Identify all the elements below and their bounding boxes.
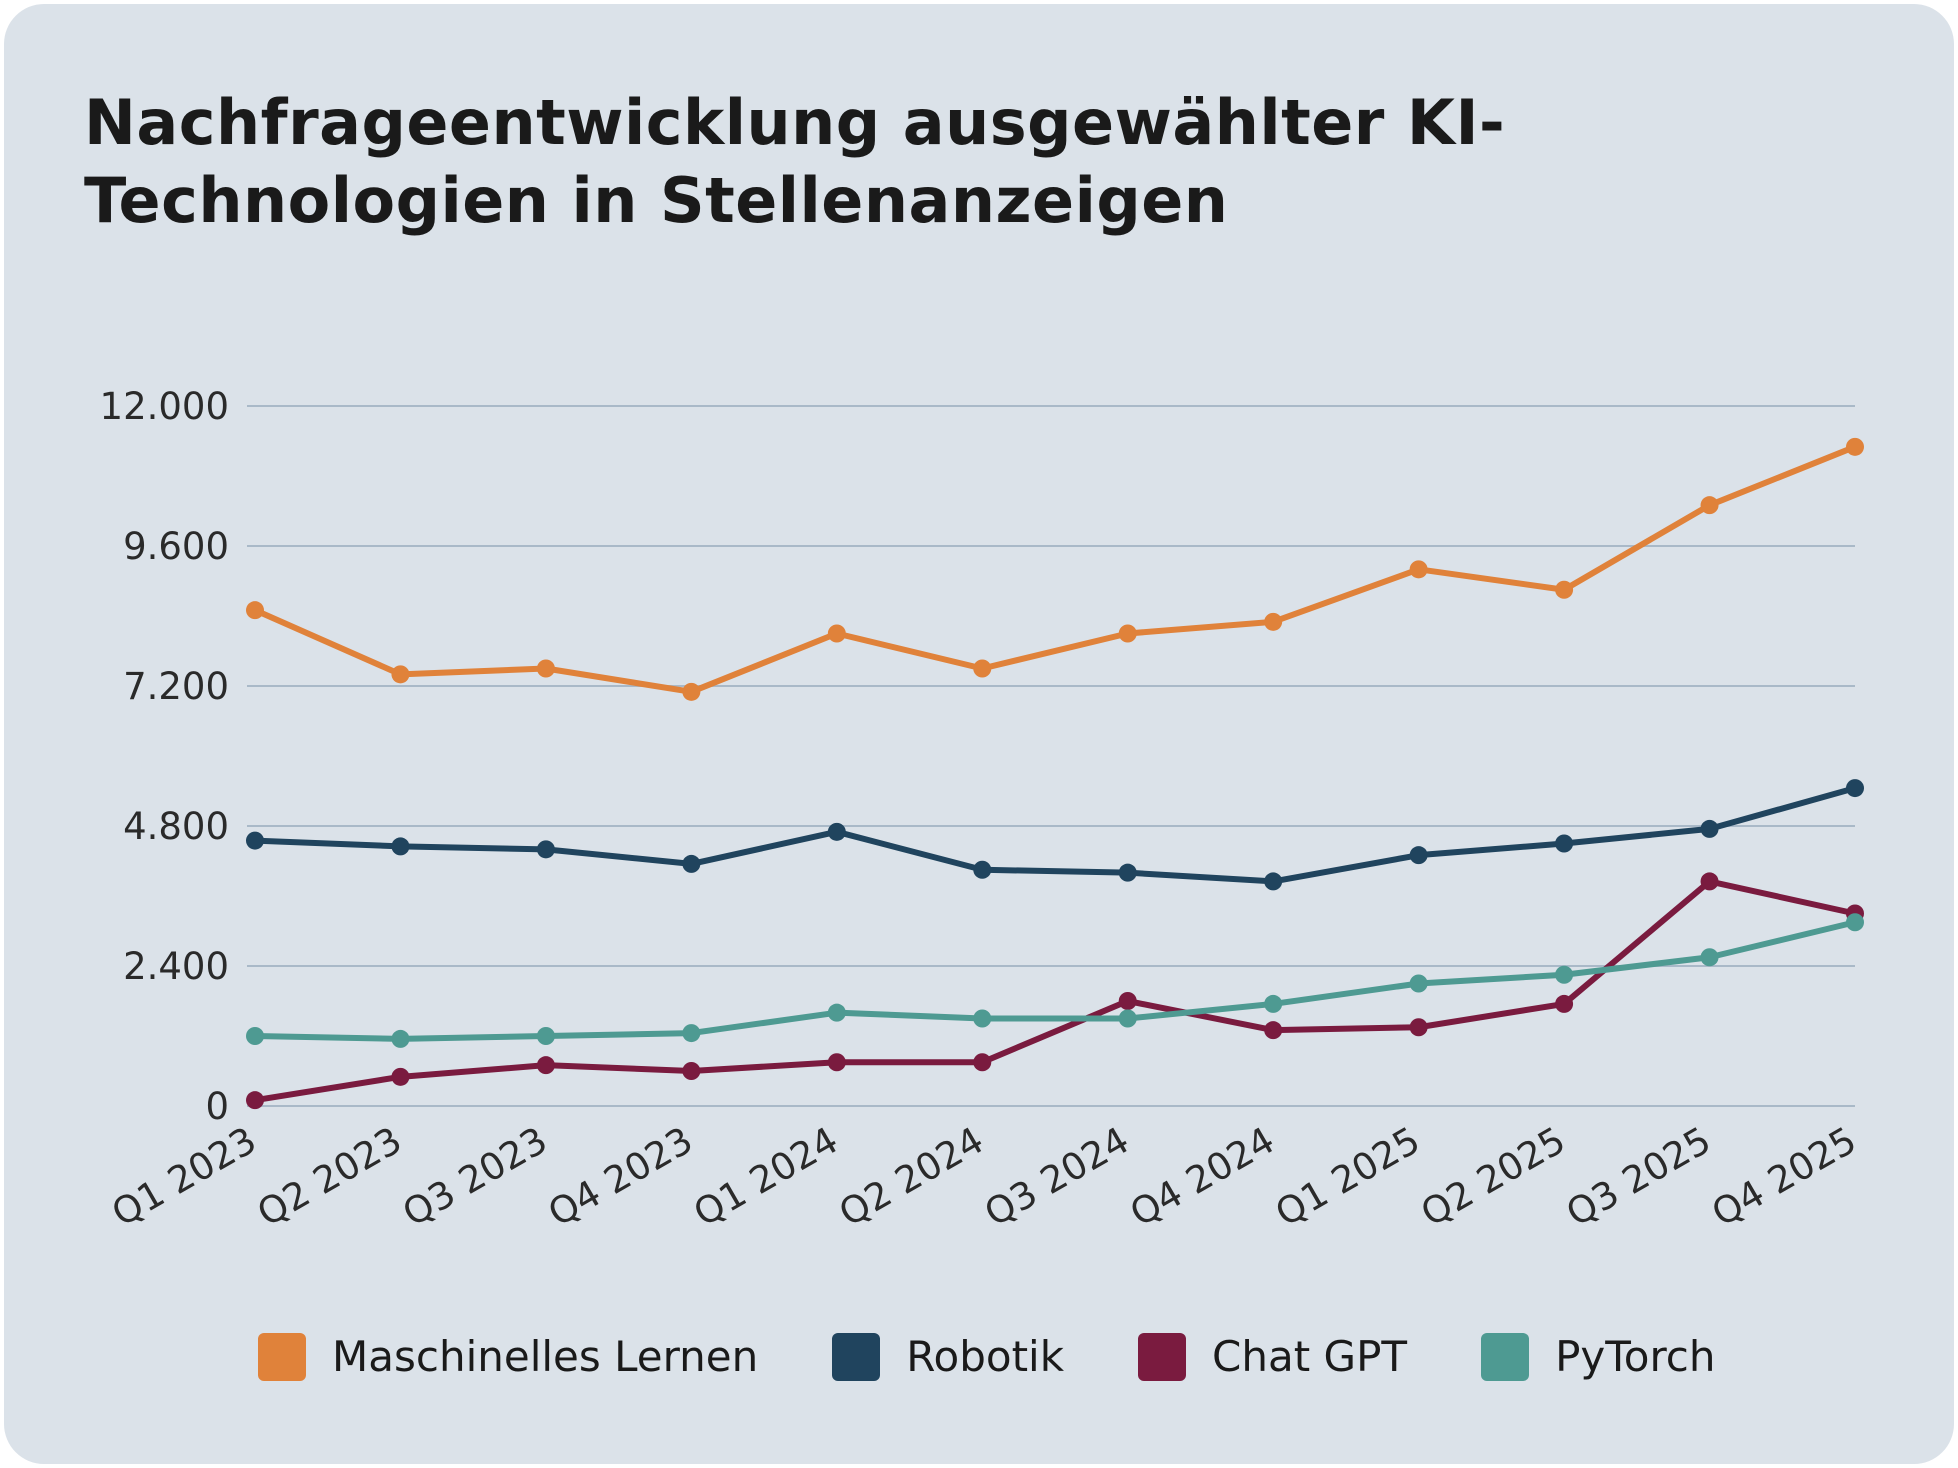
x-tick-label: Q1 2023 xyxy=(105,1119,264,1236)
data-point xyxy=(1264,1021,1283,1040)
data-point xyxy=(391,1067,410,1086)
y-tick-label: 7.200 xyxy=(123,665,229,708)
data-point xyxy=(973,860,992,879)
legend-swatch xyxy=(1481,1332,1530,1381)
data-point xyxy=(246,831,264,850)
data-point xyxy=(973,659,992,678)
data-point xyxy=(391,665,410,684)
data-point xyxy=(246,1027,264,1045)
series-line-2 xyxy=(254,878,1856,1104)
legend-label: Robotik xyxy=(906,1332,1065,1381)
data-point xyxy=(1555,834,1574,853)
data-point xyxy=(682,1062,701,1080)
data-point xyxy=(973,1009,992,1028)
x-tick-label: Q1 2025 xyxy=(1268,1119,1427,1236)
data-point xyxy=(536,659,555,678)
data-point xyxy=(1846,437,1864,456)
x-tick-label: Q4 2024 xyxy=(1123,1119,1282,1236)
data-point xyxy=(1118,1009,1137,1028)
x-tick-label: Q2 2023 xyxy=(250,1119,409,1236)
data-point xyxy=(1409,846,1428,865)
legend-swatch xyxy=(258,1332,306,1381)
data-point xyxy=(1846,779,1864,798)
chart-card: Nachfrageentwicklung ausgewählter KI-Tec… xyxy=(4,4,1954,1464)
data-point xyxy=(536,1056,555,1075)
x-tick-label: Q1 2024 xyxy=(686,1119,845,1236)
data-point xyxy=(1264,994,1283,1013)
data-point xyxy=(682,1024,701,1043)
legend-item: Chat GPT xyxy=(1138,1332,1407,1381)
data-point xyxy=(391,837,410,856)
data-point xyxy=(827,1003,846,1022)
data-point xyxy=(1118,863,1137,882)
legend-item: Maschinelles Lernen xyxy=(258,1332,758,1381)
legend-item: PyTorch xyxy=(1481,1332,1716,1381)
x-tick-label: Q2 2024 xyxy=(832,1119,991,1236)
data-point xyxy=(536,1027,555,1045)
data-point xyxy=(827,624,846,643)
legend-item: Robotik xyxy=(832,1332,1064,1381)
x-tick-label: Q4 2025 xyxy=(1705,1119,1864,1236)
data-point xyxy=(682,854,701,873)
data-point xyxy=(1700,496,1719,515)
data-point xyxy=(391,1029,410,1048)
data-point xyxy=(1118,992,1137,1010)
legend-swatch xyxy=(1138,1332,1187,1381)
data-point xyxy=(1555,965,1574,984)
data-point xyxy=(536,840,555,859)
data-point xyxy=(827,1053,846,1072)
y-tick-label: 12.000 xyxy=(100,385,229,428)
data-point xyxy=(1700,872,1719,891)
x-tick-label: Q4 2023 xyxy=(541,1119,700,1236)
data-point xyxy=(1409,974,1428,993)
series-line-1 xyxy=(254,785,1856,885)
data-point xyxy=(1846,913,1864,932)
chart-title: Nachfrageentwicklung ausgewählter KI-Tec… xyxy=(84,86,1506,237)
y-tick-label: 4.800 xyxy=(123,805,229,848)
legend-label: Chat GPT xyxy=(1212,1332,1408,1381)
legend-label: Maschinelles Lernen xyxy=(332,1332,759,1381)
y-tick-label: 0 xyxy=(205,1085,229,1128)
data-point xyxy=(827,822,846,841)
legend-label: PyTorch xyxy=(1555,1332,1716,1381)
data-point xyxy=(246,601,264,620)
legend: Maschinelles Lernen Robotik Chat GPT PyTorc… xyxy=(258,1332,1790,1381)
data-point xyxy=(1409,1018,1428,1037)
x-tick-label: Q3 2024 xyxy=(977,1119,1136,1236)
x-tick-label: Q3 2025 xyxy=(1559,1119,1718,1236)
y-tick-label: 2.400 xyxy=(123,945,229,988)
data-point xyxy=(682,682,701,701)
data-point xyxy=(1118,624,1137,643)
series-line-0 xyxy=(253,444,1857,695)
data-point xyxy=(1700,819,1719,838)
data-point xyxy=(1264,612,1283,631)
data-point xyxy=(246,1091,264,1110)
x-tick-label: Q3 2023 xyxy=(396,1119,555,1236)
data-point xyxy=(973,1053,992,1072)
x-tick-label: Q2 2025 xyxy=(1414,1119,1573,1236)
data-point xyxy=(1409,560,1428,579)
legend-swatch xyxy=(832,1332,881,1381)
data-point xyxy=(1555,994,1574,1013)
y-tick-label: 9.600 xyxy=(123,525,229,568)
data-point xyxy=(1555,580,1574,599)
data-point xyxy=(1700,948,1719,967)
series-line-3 xyxy=(254,919,1856,1042)
data-point xyxy=(1264,872,1283,891)
